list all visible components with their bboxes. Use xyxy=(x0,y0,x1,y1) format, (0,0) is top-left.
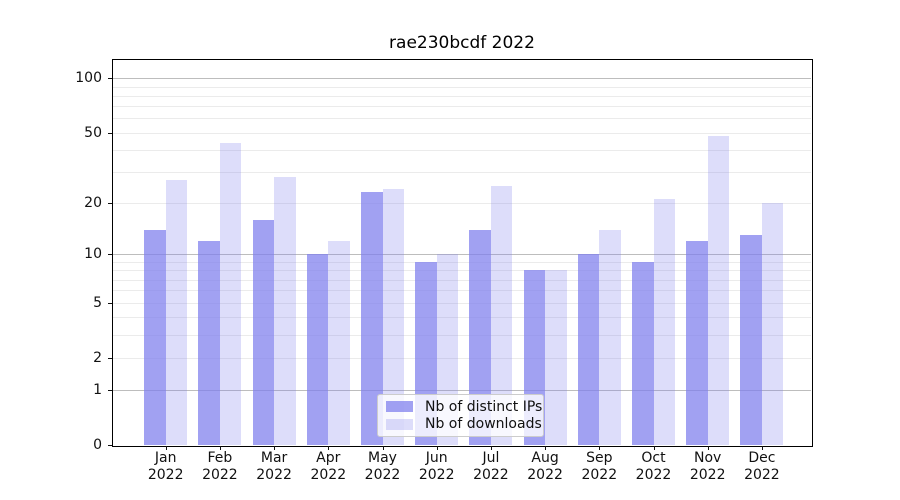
gridline-minor-8 xyxy=(113,270,811,272)
y-tick-1 xyxy=(108,389,112,391)
gridline-major-1 xyxy=(113,389,811,391)
x-tick-label-mar: Mar 2022 xyxy=(256,450,292,483)
gridline-minor-9 xyxy=(113,262,811,263)
x-tick-may xyxy=(382,446,384,450)
x-tick-label-jun: Jun 2022 xyxy=(418,450,455,483)
gridline-minor-30 xyxy=(113,172,811,174)
x-tick-label-jul: Jul 2022 xyxy=(473,450,509,483)
bar-downloads-apr xyxy=(328,241,350,445)
y-tick-label-1: 1 xyxy=(93,381,102,398)
x-tick-jul xyxy=(490,446,492,450)
gridline-minor-80 xyxy=(113,95,811,97)
y-tick-0 xyxy=(108,445,112,446)
x-tick-feb xyxy=(219,446,221,450)
gridline-minor-2 xyxy=(113,357,811,359)
x-tick-jun xyxy=(436,446,438,450)
legend-label-downloads: Nb of downloads xyxy=(425,416,542,433)
legend-label-distinct-ips: Nb of distinct IPs xyxy=(425,398,543,415)
x-tick-jan xyxy=(165,446,167,450)
bar-downloads-jan xyxy=(165,180,188,445)
bar-ips-oct xyxy=(632,262,654,445)
gridline-minor-7 xyxy=(113,279,811,281)
gridline-minor-90 xyxy=(113,86,811,88)
x-tick-nov xyxy=(707,446,709,450)
gridline-minor-5 xyxy=(113,302,811,304)
x-tick-label-feb: Feb 2022 xyxy=(202,450,238,483)
bar-downloads-dec xyxy=(761,203,784,445)
x-tick-oct xyxy=(653,446,655,450)
x-tick-label-apr: Apr 2022 xyxy=(310,450,347,483)
x-tick-label-aug: Aug 2022 xyxy=(527,450,563,483)
gridline-minor-60 xyxy=(113,118,811,120)
gridline-minor-20 xyxy=(113,203,811,204)
x-tick-label-jan: Jan 2022 xyxy=(147,450,184,483)
gridline-major-10 xyxy=(113,254,811,256)
x-tick-mar xyxy=(274,446,276,450)
y-tick-label-10: 10 xyxy=(84,246,102,263)
legend: Nb of distinct IPs Nb of downloads xyxy=(377,394,544,437)
y-tick-label-50: 50 xyxy=(84,124,102,141)
gridline-minor-4 xyxy=(113,317,811,319)
bar-ips-feb xyxy=(198,241,220,445)
bar-ips-mar xyxy=(252,219,275,445)
legend-swatch-distinct-ips xyxy=(386,401,413,413)
y-tick-label-20: 20 xyxy=(84,195,102,211)
y-tick-100 xyxy=(108,78,112,80)
bar-downloads-may xyxy=(382,189,404,445)
bar-downloads-nov xyxy=(707,135,730,445)
y-tick-label-2: 2 xyxy=(93,349,102,366)
y-tick-20 xyxy=(108,203,112,204)
bar-ips-nov xyxy=(686,241,708,445)
legend-item-downloads: Nb of downloads xyxy=(386,416,542,432)
x-tick-label-may: May 2022 xyxy=(364,450,401,483)
y-tick-5 xyxy=(108,302,112,304)
x-tick-label-oct: Oct 2022 xyxy=(635,450,672,483)
y-tick-10 xyxy=(108,254,112,256)
bar-ips-dec xyxy=(740,235,762,445)
gridline-major-100 xyxy=(113,78,811,80)
bar-ips-may xyxy=(361,192,383,445)
gridline-minor-50 xyxy=(113,132,811,134)
y-tick-label-0: 0 xyxy=(93,437,102,453)
plot-area xyxy=(113,60,811,445)
bar-downloads-jul xyxy=(490,186,513,445)
legend-item-distinct-ips: Nb of distinct IPs xyxy=(386,399,542,415)
bar-downloads-aug xyxy=(545,270,567,445)
x-tick-label-sep: Sep 2022 xyxy=(581,450,618,483)
x-tick-aug xyxy=(545,446,547,450)
gridline-minor-40 xyxy=(113,149,811,151)
bar-downloads-sep xyxy=(599,229,621,445)
y-tick-label-100: 100 xyxy=(75,70,102,87)
legend-swatch-downloads xyxy=(386,418,413,430)
chart-title: rae230bcdf 2022 xyxy=(389,33,535,53)
y-tick-2 xyxy=(108,357,112,359)
bar-ips-jan xyxy=(144,229,166,445)
x-tick-sep xyxy=(599,446,601,450)
gridline-minor-3 xyxy=(113,334,811,336)
bar-ips-apr xyxy=(306,254,329,445)
gridline-minor-6 xyxy=(113,290,811,292)
bar-ips-sep xyxy=(577,254,600,445)
x-tick-label-dec: Dec 2022 xyxy=(744,450,780,483)
x-tick-dec xyxy=(761,446,763,450)
bar-downloads-mar xyxy=(274,177,296,445)
gridline-minor-70 xyxy=(113,106,811,108)
bar-ips-jul xyxy=(469,229,491,445)
x-tick-label-nov: Nov 2022 xyxy=(689,450,726,483)
x-tick-apr xyxy=(328,446,330,450)
y-tick-50 xyxy=(108,132,112,134)
bar-downloads-feb xyxy=(219,142,242,445)
y-tick-label-5: 5 xyxy=(93,294,102,311)
bar-downloads-oct xyxy=(653,199,675,445)
